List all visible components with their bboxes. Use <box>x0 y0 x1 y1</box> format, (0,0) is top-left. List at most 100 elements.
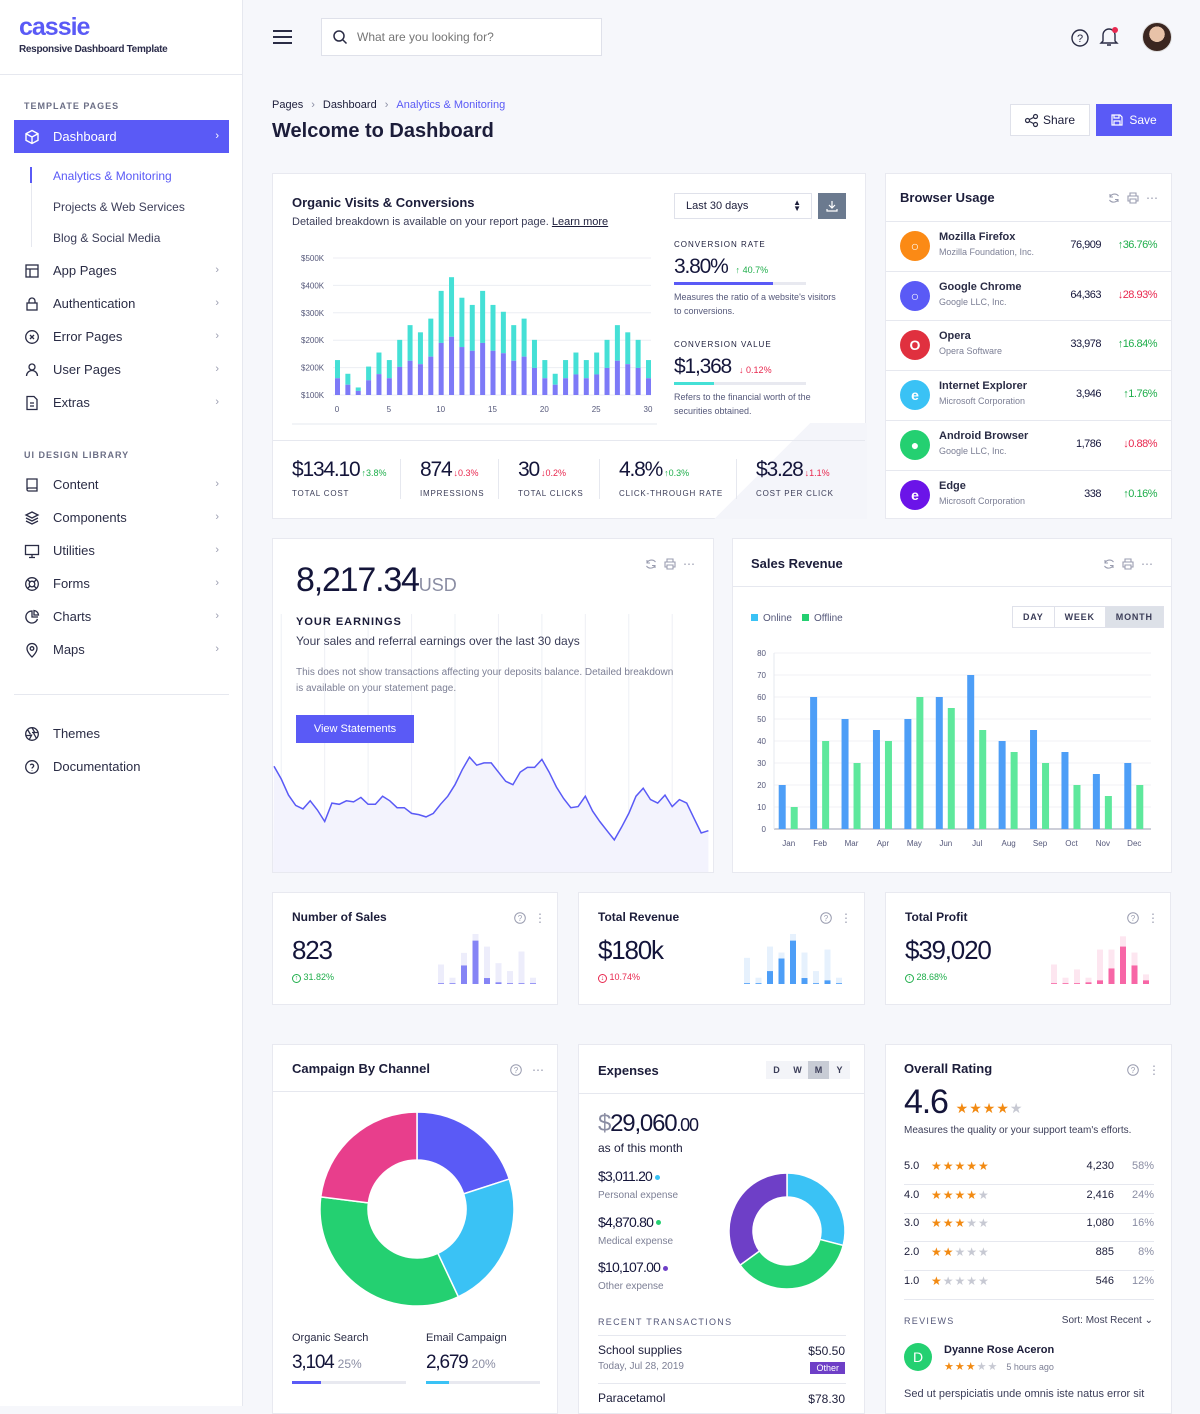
sidebar-subitem-analytics[interactable]: Analytics & Monitoring <box>53 169 172 183</box>
sidebar-subitem-blog[interactable]: Blog & Social Media <box>53 231 161 245</box>
browser-name: Opera <box>939 330 971 343</box>
browser-row[interactable]: e Edge Microsoft Corporation 338 ↑0.16% <box>886 470 1171 520</box>
help-circle-icon[interactable]: ? <box>510 1064 522 1076</box>
transaction-name[interactable]: School supplies <box>598 1343 683 1357</box>
date-range-select[interactable]: Last 30 days ▲ ▼ <box>674 193 812 219</box>
channel-value: 3,104 25% <box>292 1352 362 1373</box>
save-button[interactable]: Save <box>1096 104 1172 136</box>
mini-bar <box>472 940 479 984</box>
sort-dropdown[interactable]: Sort: Most Recent ⌄ <box>1061 1315 1153 1326</box>
sidebar-item-documentation[interactable]: Documentation <box>14 750 229 783</box>
download-icon <box>826 201 838 212</box>
refresh-icon[interactable] <box>1108 192 1120 204</box>
x-tick-label: Oct <box>1065 839 1078 848</box>
tab-d[interactable]: D <box>773 1065 780 1075</box>
kpi-change: ↑ 28.68% <box>905 972 947 983</box>
logo[interactable]: cassie <box>19 13 90 41</box>
sidebar-item-utilities[interactable]: Utilities › <box>14 534 229 567</box>
tab-month[interactable]: MONTH <box>1104 607 1163 627</box>
sales-revenue-card: Sales Revenue ⋯ DAY WEEK MONTH Online Offli… <box>732 538 1172 873</box>
sidebar-item-components[interactable]: Components › <box>14 501 229 534</box>
more-vertical-icon[interactable]: ⋮ <box>1147 911 1159 925</box>
mini-bar-bg <box>824 949 831 984</box>
channel-progress <box>292 1381 406 1384</box>
sidebar-item-charts[interactable]: Charts › <box>14 600 229 633</box>
refresh-icon[interactable] <box>645 558 657 570</box>
bar-visits <box>563 360 569 379</box>
rating-percent: 24% <box>1131 1188 1154 1201</box>
progress-fill <box>426 1381 449 1384</box>
more-icon[interactable]: ⋯ <box>1146 191 1158 205</box>
bar-online <box>935 697 943 829</box>
rating-row: 2.0 ★★★★★ 885 8% <box>904 1243 1154 1272</box>
bar-online <box>778 785 786 829</box>
view-statements-button[interactable]: View Statements <box>296 715 414 743</box>
print-icon[interactable] <box>1122 558 1134 570</box>
breadcrumb-item[interactable]: Pages <box>272 99 304 111</box>
sidebar-item-content[interactable]: Content › <box>14 468 229 501</box>
browser-row[interactable]: e Internet Explorer Microsoft Corporation 3… <box>886 370 1171 420</box>
tab-y[interactable]: Y <box>836 1065 843 1075</box>
notifications-button[interactable] <box>1099 27 1119 52</box>
breadcrumb-item[interactable]: Dashboard <box>322 99 377 111</box>
more-icon[interactable]: ⋯ <box>532 1063 544 1077</box>
browser-change: ↓28.93% <box>1117 288 1158 301</box>
reviewer-name[interactable]: Dyanne Rose Aceron <box>944 1344 1055 1356</box>
sidebar-item-error-pages[interactable]: Error Pages › <box>14 320 229 353</box>
card-subtitle: Detailed breakdown is available on your … <box>292 216 608 228</box>
expenses-total: $29,060.00 <box>598 1110 699 1137</box>
browser-row[interactable]: ● Android Browser Google LLC, Inc. 1,786 ↓0.… <box>886 420 1171 470</box>
sidebar-item-user-pages[interactable]: User Pages › <box>14 353 229 386</box>
sidebar-subitem-projects[interactable]: Projects & Web Services <box>53 200 185 214</box>
more-vertical-icon[interactable]: ⋮ <box>1148 1063 1160 1077</box>
more-icon[interactable]: ⋯ <box>1141 557 1153 571</box>
refresh-icon[interactable] <box>1103 558 1115 570</box>
browser-row[interactable]: O Opera Opera Software 33,978 ↑16.84% <box>886 320 1171 370</box>
chevron-right-icon: › <box>215 643 219 655</box>
share-button[interactable]: Share <box>1010 104 1090 136</box>
tab-week[interactable]: WEEK <box>1053 607 1105 627</box>
browser-vendor: Mozilla Foundation, Inc. <box>939 247 1035 257</box>
help-circle-icon[interactable]: ? <box>1127 912 1139 924</box>
tab-w[interactable]: W <box>793 1065 802 1075</box>
svg-text:?: ? <box>514 1066 519 1075</box>
bar-conversions <box>438 342 444 395</box>
sidebar-item-dashboard[interactable]: Dashboard › <box>14 120 229 153</box>
tab-m[interactable]: M <box>808 1061 829 1079</box>
browser-row[interactable]: ○ Google Chrome Google LLC, Inc. 64,363 ↓28.… <box>886 271 1171 321</box>
search-input[interactable] <box>357 30 587 44</box>
bar-visits <box>552 373 558 385</box>
transaction-tag: Other <box>810 1362 845 1374</box>
more-vertical-icon[interactable]: ⋮ <box>840 911 852 925</box>
rating-stars: ★★★★★ <box>931 1187 990 1202</box>
sidebar-item-themes[interactable]: Themes <box>14 717 229 750</box>
donut-slice <box>416 1111 511 1195</box>
sidebar-item-extras[interactable]: Extras › <box>14 386 229 419</box>
rating-score: 4.0 <box>904 1188 920 1201</box>
sidebar-item-authentication[interactable]: Authentication › <box>14 287 229 320</box>
expense-value: $10,107.00 <box>598 1259 669 1275</box>
sidebar-item-maps[interactable]: Maps › <box>14 633 229 666</box>
sidebar-item-label: Content <box>53 477 99 492</box>
sidebar-item-forms[interactable]: Forms › <box>14 567 229 600</box>
sidebar-item-app-pages[interactable]: App Pages › <box>14 254 229 287</box>
avatar[interactable] <box>1142 22 1172 52</box>
tab-day[interactable]: DAY <box>1023 612 1044 622</box>
help-circle-icon[interactable]: ? <box>820 912 832 924</box>
help-button[interactable]: ? <box>1071 29 1089 52</box>
more-vertical-icon[interactable]: ⋮ <box>534 911 546 925</box>
search-bar[interactable] <box>321 18 602 56</box>
transaction-name[interactable]: Paracetamol <box>598 1391 666 1405</box>
browser-row[interactable]: ○ Mozilla Firefox Mozilla Foundation, Inc.… <box>886 221 1171 271</box>
print-icon[interactable] <box>664 558 676 570</box>
more-icon[interactable]: ⋯ <box>683 557 695 571</box>
learn-more-link[interactable]: Learn more <box>551 216 609 228</box>
print-icon[interactable] <box>1127 192 1139 204</box>
y-tick-label: $500K <box>301 254 325 263</box>
help-circle-icon[interactable]: ? <box>514 912 526 924</box>
menu-toggle-button[interactable] <box>273 29 292 50</box>
card-title: Number of Sales <box>292 910 387 924</box>
help-circle-icon[interactable]: ? <box>1127 1064 1139 1076</box>
download-button[interactable] <box>818 193 846 219</box>
